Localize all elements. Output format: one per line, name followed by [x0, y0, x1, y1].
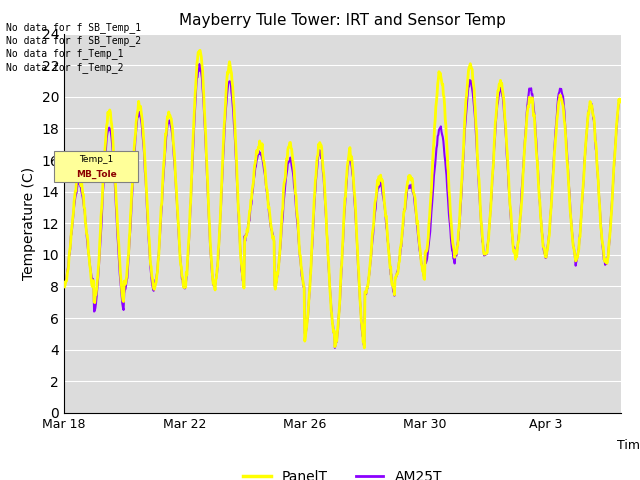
AM25T: [309, 230, 317, 236]
PanelT: [347, 157, 355, 163]
Text: No data for f SB_Temp_2: No data for f SB_Temp_2: [6, 35, 141, 46]
PanelT: [616, 96, 624, 102]
AM25T: [381, 201, 388, 207]
Text: No data for f_Temp_2: No data for f_Temp_2: [6, 62, 124, 73]
PanelT: [309, 223, 317, 228]
AM25T: [196, 61, 204, 67]
PanelT: [111, 179, 119, 185]
Text: No data for f_Temp_1: No data for f_Temp_1: [6, 48, 124, 60]
Title: Mayberry Tule Tower: IRT and Sensor Temp: Mayberry Tule Tower: IRT and Sensor Temp: [179, 13, 506, 28]
PanelT: [381, 200, 388, 206]
PanelT: [196, 48, 204, 53]
PanelT: [436, 70, 444, 76]
PanelT: [360, 345, 368, 351]
AM25T: [339, 240, 347, 245]
Line: PanelT: PanelT: [64, 50, 620, 348]
Text: Temp_1: Temp_1: [79, 156, 113, 165]
X-axis label: Time: Time: [616, 439, 640, 452]
PanelT: [60, 279, 68, 285]
AM25T: [331, 345, 339, 351]
AM25T: [436, 126, 444, 132]
Y-axis label: Temperature (C): Temperature (C): [22, 167, 36, 280]
Line: AM25T: AM25T: [64, 64, 620, 348]
AM25T: [60, 283, 68, 289]
Text: MB_Tole: MB_Tole: [76, 170, 116, 179]
PanelT: [339, 245, 346, 251]
AM25T: [111, 193, 119, 199]
AM25T: [348, 160, 355, 166]
AM25T: [616, 96, 624, 102]
Text: No data for f SB_Temp_1: No data for f SB_Temp_1: [6, 22, 141, 33]
Legend: PanelT, AM25T: PanelT, AM25T: [237, 464, 447, 480]
